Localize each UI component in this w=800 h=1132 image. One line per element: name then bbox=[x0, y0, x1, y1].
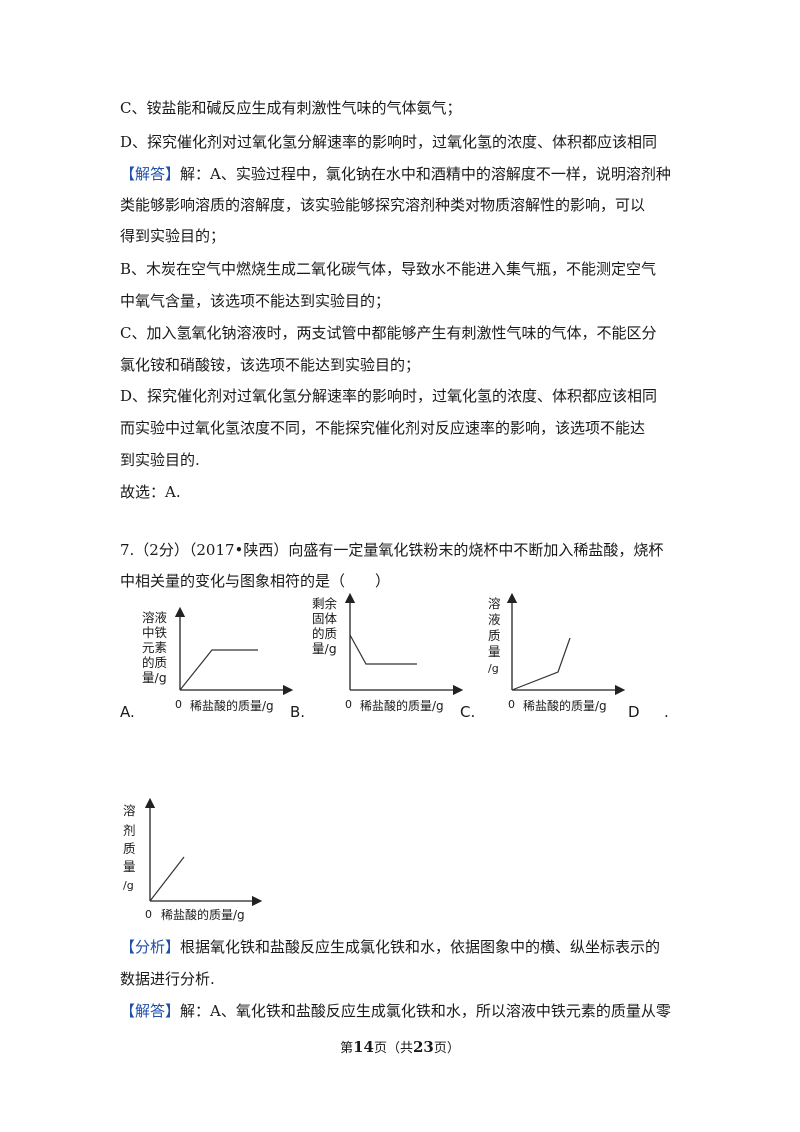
origin-label: 0 bbox=[175, 698, 182, 711]
ylabel-line: 液 bbox=[488, 612, 501, 627]
text-line: 氯化铵和硝酸铵，该选项不能达到实验目的； bbox=[120, 356, 421, 374]
ylabel-line: 元素 bbox=[142, 640, 167, 655]
series-line bbox=[511, 637, 571, 691]
graph-d: 溶 剂 质 量 /g 0 稀盐酸的质量/g bbox=[123, 797, 263, 922]
ylabel-line: 剂 bbox=[123, 823, 136, 838]
question-line: 中相关量的变化与图象相符的是（ ） bbox=[120, 572, 391, 590]
text-line: 故选：A. bbox=[120, 483, 181, 501]
series-line bbox=[349, 634, 417, 665]
text-line: 而实验中过氧化氢浓度不同，不能探究催化剂对反应速率的影响，该选项不能达 bbox=[120, 419, 646, 437]
analysis-line: 【分析】根据氧化铁和盐酸反应生成氯化铁和水，依据图象中的横、纵坐标表示的 bbox=[120, 938, 661, 956]
page-number: 14 bbox=[353, 1038, 374, 1056]
ylabel-line: 的质 bbox=[142, 655, 167, 670]
origin-label: 0 bbox=[145, 908, 152, 921]
option-d-label: D bbox=[628, 703, 640, 721]
series-line bbox=[149, 856, 185, 902]
analysis-line: 数据进行分析. bbox=[120, 970, 215, 988]
ylabel-line: 的质 bbox=[312, 626, 337, 641]
xlabel: 稀盐酸的质量/g bbox=[523, 698, 607, 713]
text-line: C、铵盐能和碱反应生成有刺激性气味的气体氨气； bbox=[120, 99, 462, 117]
xlabel: 稀盐酸的质量/g bbox=[190, 698, 274, 713]
text-line: B、木炭在空气中燃烧生成二氧化碳气体，导致水不能进入集气瓶，不能测定空气 bbox=[120, 260, 657, 278]
ylabel-line: 质 bbox=[488, 628, 501, 643]
ylabel-line: 溶 bbox=[488, 596, 501, 611]
text-line: 中氧气含量，该选项不能达到实验目的； bbox=[120, 292, 391, 310]
question-line: 7.（2分）（2017•陕西）向盛有一定量氧化铁粉末的烧杯中不断加入稀盐酸，烧杯 bbox=[120, 541, 664, 559]
option-c-label: C. bbox=[460, 703, 476, 721]
ylabel-line: /g bbox=[488, 662, 499, 675]
xlabel: 稀盐酸的质量/g bbox=[360, 698, 444, 713]
page-footer: 第14页（共23页） bbox=[340, 1038, 460, 1056]
text-line: 到实验目的. bbox=[120, 451, 200, 469]
text-line: 得到实验目的； bbox=[120, 227, 226, 245]
option-a-label: A. bbox=[120, 703, 135, 721]
ylabel-line: 溶 bbox=[123, 803, 136, 818]
ylabel-line: 量 bbox=[123, 859, 136, 874]
answer-tag: 【解答】 bbox=[120, 165, 181, 183]
ylabel-line: 固体 bbox=[312, 611, 338, 626]
origin-label: 0 bbox=[345, 698, 352, 711]
ylabel-line: 量/g bbox=[312, 641, 337, 656]
text-line: 类能够影响溶质的溶解度，该实验能够探究溶剂种类对物质溶解性的影响，可以 bbox=[120, 196, 646, 214]
option-b-label: B. bbox=[290, 703, 306, 721]
graph-a: 溶液 中铁 元素 的质 量/g 0 稀盐酸的质量/g bbox=[142, 606, 294, 713]
ylabel-line: 量 bbox=[488, 644, 501, 659]
text-line: D、探究催化剂对过氧化氢分解速率的影响时，过氧化氢的浓度、体积都应该相同 bbox=[120, 387, 658, 405]
ylabel-line: 量/g bbox=[142, 670, 167, 685]
answer-line: 【解答】解：A、氧化铁和盐酸反应生成氯化铁和水，所以溶液中铁元素的质量从零 bbox=[120, 1002, 671, 1020]
series-line bbox=[179, 649, 258, 691]
trailing-dot: . bbox=[664, 703, 669, 721]
ylabel-line: 溶液 bbox=[142, 610, 168, 625]
page-total: 23 bbox=[413, 1038, 434, 1056]
text-line: D、探究催化剂对过氧化氢分解速率的影响时，过氧化氢的浓度、体积都应该相同 bbox=[120, 133, 658, 151]
ylabel-line: 剩余 bbox=[312, 596, 338, 611]
ylabel-line: /g bbox=[123, 879, 134, 892]
ylabel-line: 质 bbox=[123, 841, 136, 856]
text-line: 【解答】解：A、实验过程中，氯化钠在水中和酒精中的溶解度不一样，说明溶剂种 bbox=[120, 165, 671, 183]
answer-tag: 【解答】 bbox=[120, 1002, 181, 1020]
graph-c: 溶 液 质 量 /g 0 稀盐酸的质量/g bbox=[488, 592, 626, 713]
graph-b: 剩余 固体 的质 量/g 0 稀盐酸的质量/g bbox=[312, 592, 464, 713]
origin-label: 0 bbox=[508, 698, 515, 711]
ylabel-line: 中铁 bbox=[142, 625, 168, 640]
analysis-tag: 【分析】 bbox=[120, 938, 181, 956]
xlabel: 稀盐酸的质量/g bbox=[161, 907, 245, 922]
text-line: C、加入氢氧化钠溶液时，两支试管中都能够产生有刺激性气味的气体，不能区分 bbox=[120, 324, 657, 342]
